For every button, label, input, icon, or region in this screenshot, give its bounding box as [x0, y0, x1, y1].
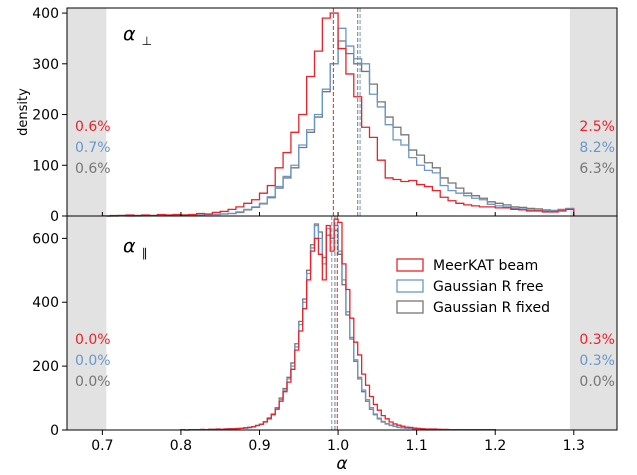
annotation-left-bottom-1: 0.0%	[75, 353, 111, 369]
y-tick-label-top-0: 0	[50, 209, 59, 225]
y-tick-label-top-1: 100	[32, 158, 59, 174]
excluded-region-right-top	[569, 8, 617, 216]
annotation-right-top-2: 6.3%	[579, 161, 615, 177]
y-tick-label-top-2: 200	[32, 108, 59, 124]
histogram-bottom-gaussian-r-free	[180, 224, 496, 431]
panel-label-top: α ⊥	[123, 23, 152, 48]
histogram-bottom-gaussian-r-fixed	[180, 223, 496, 431]
legend-label-1: Gaussian R free	[433, 279, 543, 295]
panel-label-top-sub: ⊥	[142, 34, 152, 48]
legend-swatch-1	[396, 279, 424, 293]
annotation-left-bottom-0: 0.0%	[75, 332, 111, 348]
x-ticks: 0.7 0.8 0.9 1.0 1.1 1.2 1.3	[91, 212, 585, 454]
panel-top: 0.6% 0.7% 0.6% 2.5% 8.2% 6.3% α ⊥ density 0 10…	[16, 6, 618, 225]
plot-frame-bottom	[66, 215, 618, 431]
annotation-right-bottom-2: 0.0%	[579, 374, 615, 390]
y-tick-label-bottom-2: 400	[32, 295, 59, 311]
histogram-bottom-meerkat-beam	[180, 218, 496, 431]
y-tick-label-top-4: 400	[32, 6, 59, 22]
y-tick-label-bottom-3: 600	[32, 231, 59, 247]
annotations-top: 0.6% 0.7% 0.6% 2.5% 8.2% 6.3%	[75, 119, 615, 177]
y-tick-label-top-3: 300	[32, 57, 59, 73]
x-tick-label-3: 1.0	[327, 438, 349, 454]
x-tick-label-0: 0.7	[91, 438, 113, 454]
legend-label-2: Gaussian R fixed	[433, 300, 550, 316]
excluded-region-right-bottom	[569, 216, 617, 430]
panel-bottom: 0.0%0.0%0.0%0.3%0.3%0.0% α ∥ 0200400600 …	[32, 212, 618, 454]
histograms-bottom	[180, 218, 496, 431]
legend-label-0: MeerKAT beam	[433, 258, 538, 274]
panel-label-bottom-main: α	[123, 235, 136, 257]
x-tick-label-6: 1.3	[563, 438, 585, 454]
panel-label-bottom-sub: ∥	[142, 246, 148, 260]
annotation-right-bottom-0: 0.3%	[579, 332, 615, 348]
legend-swatch-2	[396, 300, 424, 314]
y-ticks-bottom: 0 200 400 600	[32, 231, 67, 439]
annotation-right-top-0: 2.5%	[579, 119, 615, 135]
x-axis-label: α	[336, 454, 347, 474]
y-tick-label-bottom-1: 200	[32, 359, 59, 375]
x-tick-label-4: 1.1	[406, 438, 428, 454]
histograms-top	[102, 12, 575, 217]
y-tick-label-bottom-0: 0	[50, 423, 59, 439]
x-tick-label-1: 0.8	[170, 438, 192, 454]
annotation-right-top-1: 8.2%	[579, 140, 615, 156]
annotation-left-top-1: 0.7%	[75, 140, 111, 156]
y-axis-label: density	[16, 88, 31, 136]
excluded-region-left-bottom	[67, 216, 107, 430]
panel-label-top-main: α	[123, 23, 136, 45]
histogram-top-gaussian-r-free	[102, 27, 575, 217]
x-tick-label-5: 1.2	[484, 438, 506, 454]
annotation-left-top-0: 0.6%	[75, 119, 111, 135]
excluded-region-left-top	[67, 8, 107, 216]
annotation-right-bottom-1: 0.3%	[579, 353, 615, 369]
legend-swatch-0	[396, 258, 424, 272]
annotation-left-top-2: 0.6%	[75, 161, 111, 177]
legend: MeerKAT beam Gaussian R free Gaussian R fi…	[396, 258, 550, 316]
histogram-top-gaussian-r-fixed	[102, 40, 575, 217]
annotations-bottom: 0.0% 0.0% 0.0% 0.3% 0.3% 0.0%	[75, 332, 615, 390]
x-tick-label-2: 0.9	[248, 438, 270, 454]
panel-label-bottom: α ∥	[123, 235, 148, 260]
y-ticks-top: 0 100 200 300 400	[32, 6, 67, 225]
median-lines-bottom	[331, 216, 338, 430]
median-lines-top	[332, 8, 361, 216]
histogram-top-meerkat-beam	[102, 12, 575, 217]
annotation-left-bottom-2: 0.0%	[75, 374, 111, 390]
